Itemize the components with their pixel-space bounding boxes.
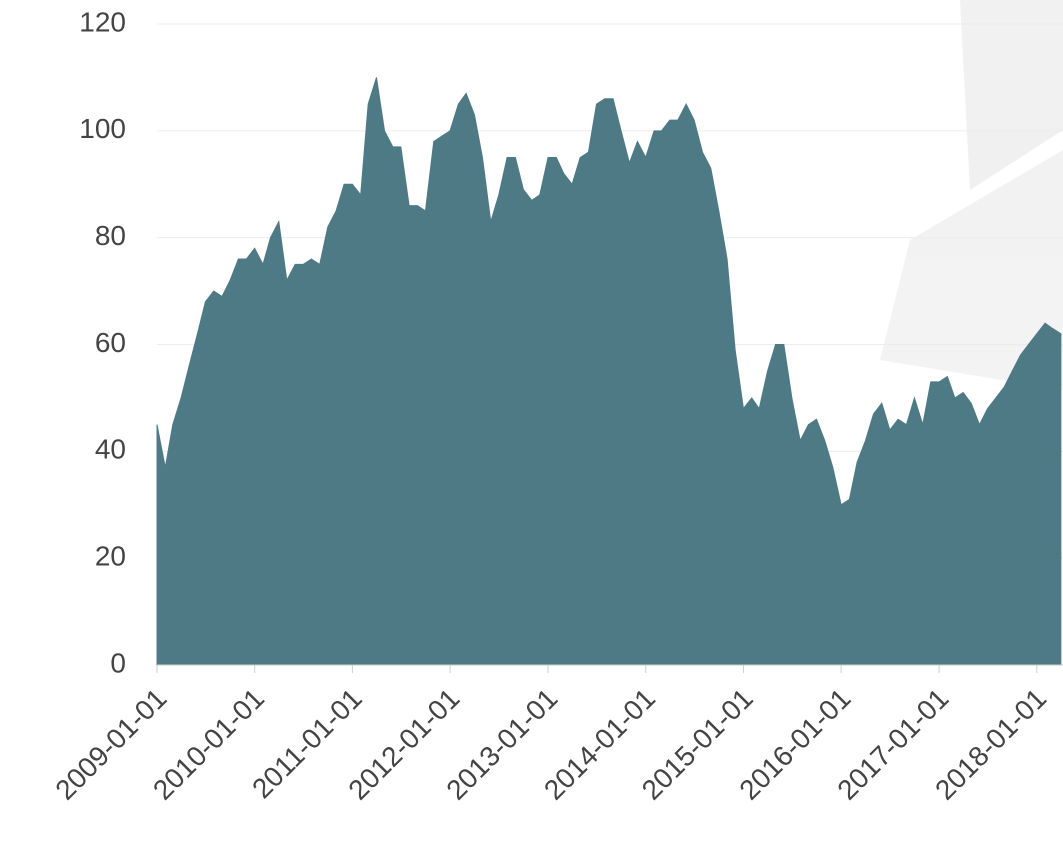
y-tick-label: 80 <box>95 220 126 251</box>
y-tick-label: 0 <box>110 647 126 678</box>
y-tick-label: 120 <box>79 6 126 37</box>
y-tick-label: 100 <box>79 113 126 144</box>
y-tick-label: 40 <box>95 434 126 465</box>
y-tick-label: 20 <box>95 541 126 572</box>
background-watermark <box>880 0 1063 390</box>
area <box>156 77 1062 666</box>
y-tick-label: 60 <box>95 327 126 358</box>
